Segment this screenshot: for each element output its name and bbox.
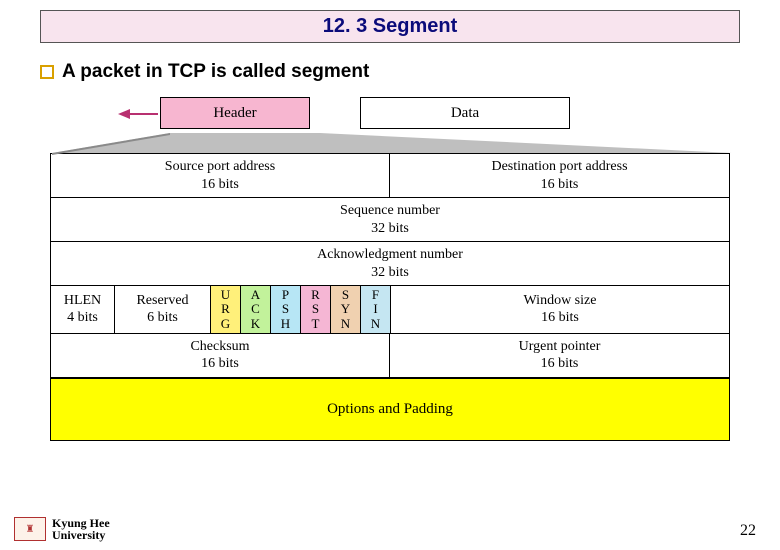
row-flags: HLEN 4 bits Reserved 6 bits U R G A C K … [51,286,729,334]
urgent-label: Urgent pointer [519,338,601,356]
checksum-label: Checksum [190,338,249,356]
dst-port-label: Destination port address [491,158,627,176]
segment-top-row: Header Data [160,97,640,133]
uni-line2: University [52,529,110,542]
flag-psh-1: P [282,288,289,302]
flag-ack-2: C [251,302,260,316]
flag-urg: U R G [211,286,241,333]
flag-fin-3: N [371,317,380,331]
flag-syn-1: S [342,288,349,302]
bullet-row: A packet in TCP is called segment [40,61,780,83]
bullet-text: A packet in TCP is called segment [62,61,369,83]
ack-cell: Acknowledgment number 32 bits [51,242,729,285]
ack-label: Acknowledgment number [317,246,463,264]
page-number: 22 [740,522,756,540]
flag-ack-3: K [251,317,260,331]
flag-fin: F I N [361,286,391,333]
university-logo-icon: ♜ [14,517,46,541]
flag-urg-3: G [221,317,230,331]
bullet-icon [40,65,54,79]
flag-psh-3: H [281,317,290,331]
src-port-bits: 16 bits [201,176,239,194]
hlen-label: HLEN [64,292,101,310]
seq-cell: Sequence number 32 bits [51,198,729,241]
row-checksum-urgent: Checksum 16 bits Urgent pointer 16 bits [51,334,729,378]
hlen-bits: 4 bits [67,309,98,327]
flag-urg-2: R [221,302,230,316]
src-port-cell: Source port address 16 bits [51,154,390,197]
dst-port-bits: 16 bits [541,176,579,194]
flag-rst-1: R [311,288,320,302]
flag-urg-1: U [221,288,230,302]
row-ack: Acknowledgment number 32 bits [51,242,729,286]
hlen-cell: HLEN 4 bits [51,286,115,333]
flag-rst: R S T [301,286,331,333]
urgent-bits: 16 bits [541,355,579,373]
flag-syn-2: Y [341,302,350,316]
flag-syn-3: N [341,317,350,331]
university-name: Kyung Hee University [52,517,110,542]
reserved-bits: 6 bits [147,309,178,327]
tcp-header-table: Source port address 16 bits Destination … [50,153,730,441]
seq-bits: 32 bits [371,220,409,238]
flag-psh: P S H [271,286,301,333]
dst-port-cell: Destination port address 16 bits [390,154,729,197]
ack-bits: 32 bits [371,264,409,282]
flag-rst-2: S [312,302,319,316]
reserved-cell: Reserved 6 bits [115,286,211,333]
seq-label: Sequence number [340,202,440,220]
window-label: Window size [524,292,597,310]
header-box: Header [160,97,310,129]
flag-ack-1: A [251,288,260,302]
flag-syn: S Y N [331,286,361,333]
flag-ack: A C K [241,286,271,333]
row-seq: Sequence number 32 bits [51,198,729,242]
flag-psh-2: S [282,302,289,316]
footer: ♜ Kyung Hee University [14,517,110,542]
flag-fin-2: I [373,302,377,316]
options-row: Options and Padding [51,378,729,440]
slide-title: 12. 3 Segment [40,10,740,43]
checksum-bits: 16 bits [201,355,239,373]
checksum-cell: Checksum 16 bits [51,334,390,377]
flag-rst-3: T [312,317,320,331]
arrow-left-icon [118,109,158,117]
window-bits: 16 bits [541,309,579,327]
expand-band [50,133,740,153]
row-ports: Source port address 16 bits Destination … [51,154,729,198]
options-label: Options and Padding [327,401,453,418]
src-port-label: Source port address [165,158,275,176]
data-box: Data [360,97,570,129]
urgent-cell: Urgent pointer 16 bits [390,334,729,377]
flag-fin-1: F [372,288,379,302]
reserved-label: Reserved [136,292,188,310]
tcp-segment-diagram: Header Data Source port address 16 bits … [40,97,740,441]
window-cell: Window size 16 bits [391,286,729,333]
